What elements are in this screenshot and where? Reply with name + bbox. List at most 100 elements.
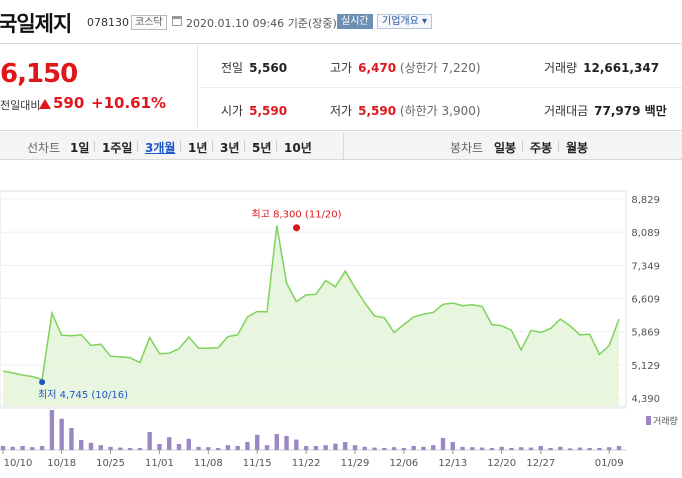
divider — [212, 141, 213, 152]
x-tick-label: 10/10 — [4, 458, 33, 469]
volume-bar — [470, 447, 475, 450]
range-10y[interactable]: 10년 — [284, 141, 312, 155]
divider — [276, 141, 277, 152]
x-tick-label: 10/25 — [96, 458, 125, 469]
change-percent: +10.61% — [91, 94, 167, 112]
volume-legend-swatch — [646, 416, 651, 425]
volume-bar — [352, 445, 358, 450]
high-marker — [293, 224, 301, 232]
volume-bar — [39, 446, 45, 450]
stat-prev: 전일 5,560 — [221, 61, 288, 75]
x-tick-label: 11/08 — [194, 458, 223, 469]
volume-bar — [343, 442, 348, 450]
change-label: 전일대비 — [0, 99, 41, 112]
candle-chart-label: 봉차트 — [450, 141, 484, 155]
volume-bar — [362, 446, 367, 450]
volume-bar — [499, 446, 504, 450]
volume-bar — [10, 446, 15, 450]
volume-bar — [88, 442, 94, 450]
volume-bar — [98, 445, 103, 450]
range-1w[interactable]: 1주일 — [102, 141, 133, 155]
candle-weekly[interactable]: 주봉 — [530, 141, 553, 155]
volume-bar — [69, 428, 74, 450]
volume-bar — [372, 447, 377, 450]
candle-monthly[interactable]: 월봉 — [566, 141, 589, 155]
y-tick-label: 5,129 — [631, 361, 660, 372]
volume-bar — [509, 448, 514, 450]
divider — [94, 141, 95, 152]
chart-range-bar: 선차트 1일 1주일 3개월 1년 3년 5년 10년 봉차트 일봉 주봉 월봉 — [0, 132, 682, 160]
volume-bar — [421, 446, 426, 450]
volume-bar — [137, 448, 143, 450]
x-tick-label: 11/29 — [341, 458, 370, 469]
x-tick-label: 11/22 — [292, 458, 321, 469]
volume-bar — [264, 445, 270, 450]
stock-code: 078130 — [87, 16, 129, 29]
stat-amount: 거래대금 77,979 백만 — [544, 104, 667, 118]
y-tick-label: 8,829 — [631, 195, 660, 206]
volume-legend-label: 거래량 — [653, 415, 678, 427]
volume-bar — [382, 448, 387, 450]
volume-bar — [255, 434, 260, 450]
range-3y[interactable]: 3년 — [220, 141, 240, 155]
volume-bar — [489, 448, 495, 450]
current-price: 6,150 — [0, 59, 78, 89]
x-tick-label: 11/15 — [243, 458, 272, 469]
volume-bar — [333, 443, 338, 450]
y-tick-label: 7,349 — [631, 261, 660, 272]
line-chart-label: 선차트 — [27, 141, 61, 155]
volume-bar — [20, 446, 25, 450]
low-marker — [39, 379, 46, 386]
volume-bar — [225, 445, 231, 450]
up-triangle-icon — [39, 99, 51, 109]
volume-bar — [118, 447, 123, 450]
volume-bar — [157, 444, 162, 450]
volume-bar — [528, 447, 534, 450]
volume-bar — [440, 438, 446, 450]
range-5y[interactable]: 5년 — [252, 141, 272, 155]
volume-bar — [186, 438, 191, 450]
price-line — [2, 225, 620, 381]
stock-header: 국일제지 078130 코스닥 2020.01.10 09:46 기준(장중) … — [0, 0, 682, 44]
volume-bar — [235, 446, 240, 450]
divider — [244, 141, 245, 152]
price-chart[interactable]: 8,829 8,089 7,349 6,609 5,869 5,129 4,390 최고 8,… — [0, 160, 682, 478]
volume-bar — [607, 447, 612, 450]
stat-low: 저가 5,590 (하한가 3,900) — [330, 104, 481, 118]
volume-bar — [548, 448, 553, 450]
volume-bar — [431, 445, 436, 450]
volume-bar — [391, 447, 397, 450]
stat-open: 시가 5,590 — [221, 104, 288, 118]
range-1y[interactable]: 1년 — [188, 141, 208, 155]
x-tick-label: 12/13 — [438, 458, 467, 469]
volume-bar — [127, 448, 133, 450]
x-tick-label: 01/09 — [595, 458, 624, 469]
volume-bar — [558, 446, 563, 450]
divider — [558, 141, 559, 152]
company-info-dropdown[interactable]: 기업개요 ▾ — [377, 14, 432, 29]
change-value: 590 — [53, 94, 85, 112]
volume-bar — [215, 448, 221, 450]
realtime-button[interactable]: 실시간 — [337, 14, 373, 29]
volume-bar — [450, 442, 455, 450]
volume-bar — [245, 442, 250, 450]
candle-daily[interactable]: 일봉 — [494, 141, 517, 155]
range-1d[interactable]: 1일 — [70, 141, 90, 155]
volume-bar — [411, 446, 416, 450]
low-label: 최저 4,745 (10/16) — [38, 389, 128, 401]
volume-bar — [597, 448, 602, 450]
y-tick-label: 5,869 — [631, 328, 660, 339]
stock-name: 국일제지 — [0, 12, 72, 36]
volume-bar — [196, 446, 201, 450]
stat-high: 고가 6,470 (상한가 7,220) — [330, 61, 481, 75]
volume-bar — [147, 432, 152, 450]
volume-bar — [313, 446, 319, 450]
volume-bar — [519, 447, 524, 450]
volume-bar — [176, 444, 182, 450]
volume-bar — [479, 447, 485, 450]
volume-bar — [577, 447, 583, 450]
y-tick-label: 6,609 — [631, 295, 660, 306]
volume-bar — [284, 436, 289, 450]
market-badge: 코스닥 — [131, 15, 167, 30]
range-3m[interactable]: 3개월 — [145, 141, 176, 155]
